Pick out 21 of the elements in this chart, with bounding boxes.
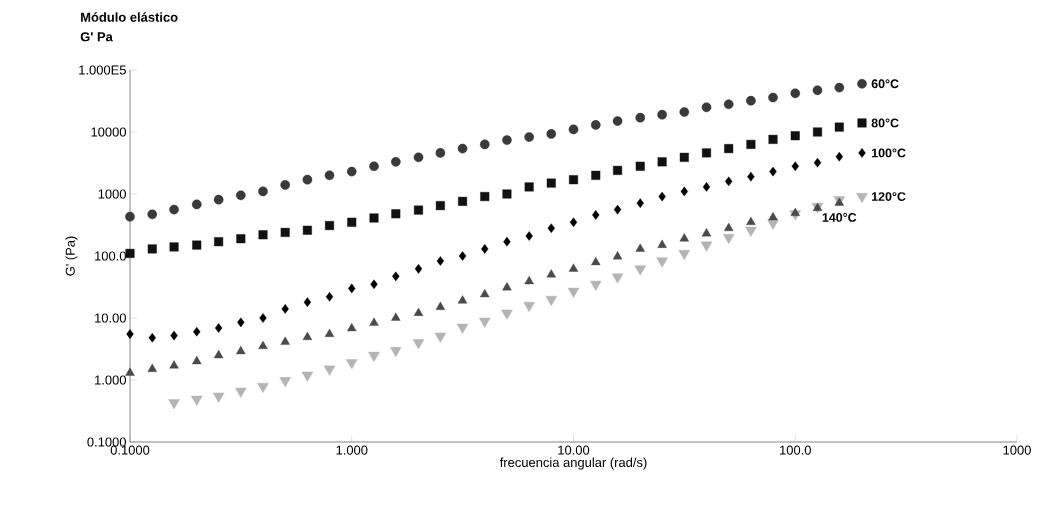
y-tick-label: 1.000 [95, 375, 126, 385]
y-tick-label: 100.0 [95, 251, 126, 261]
series-label: 100°C [871, 148, 906, 158]
y-tick-label: 1.000E5 [79, 65, 126, 75]
x-tick-label: 100.0 [780, 445, 811, 455]
chart-title: Módulo elástico [81, 12, 178, 22]
y-axis-title: G' (Pa) [65, 236, 78, 276]
y-tick-label: 1000 [98, 189, 126, 199]
y-tick-label: 10000 [91, 127, 126, 137]
series-label: 140°C [822, 213, 857, 222]
y-tick-label: 10.00 [95, 313, 126, 323]
x-axis-title: frecuencia angular (rad/s) [499, 457, 647, 470]
x-tick-label: 0.1000 [110, 445, 150, 455]
y-tick-label: 0.1000 [87, 437, 126, 447]
series-label: 60°C [871, 79, 899, 89]
chart-subtitle: G' Pa [80, 32, 113, 42]
x-tick-label: 1.000 [336, 445, 368, 455]
series-label: 80°C [871, 118, 899, 128]
x-tick-label: 10.00 [558, 445, 590, 455]
series-label: 120°C [871, 192, 906, 201]
x-tick-label: 1000 [1003, 445, 1031, 455]
